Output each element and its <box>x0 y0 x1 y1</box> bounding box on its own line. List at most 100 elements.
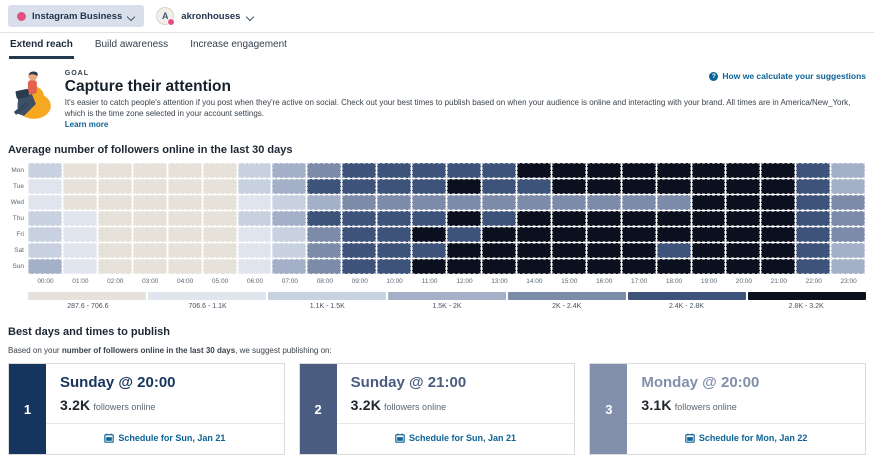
heatmap-cell[interactable] <box>621 195 656 211</box>
heatmap-cell[interactable] <box>412 243 447 259</box>
heatmap-cell[interactable] <box>202 179 237 195</box>
heatmap-cell[interactable] <box>516 179 551 195</box>
heatmap-cell[interactable] <box>551 179 586 195</box>
heatmap-cell[interactable] <box>516 227 551 243</box>
heatmap-cell[interactable] <box>342 179 377 195</box>
heatmap-cell[interactable] <box>691 243 726 259</box>
heatmap-cell[interactable] <box>342 259 377 275</box>
heatmap-cell[interactable] <box>412 227 447 243</box>
heatmap-cell[interactable] <box>132 163 167 179</box>
heatmap-cell[interactable] <box>307 243 342 259</box>
heatmap-cell[interactable] <box>167 195 202 211</box>
heatmap-cell[interactable] <box>447 195 481 211</box>
heatmap-cell[interactable] <box>377 243 412 259</box>
heatmap-cell[interactable] <box>761 227 796 243</box>
heatmap-cell[interactable] <box>412 211 447 227</box>
heatmap-cell[interactable] <box>691 195 726 211</box>
heatmap-cell[interactable] <box>447 163 481 179</box>
heatmap-cell[interactable] <box>272 195 307 211</box>
heatmap-cell[interactable] <box>656 227 691 243</box>
heatmap-cell[interactable] <box>132 179 167 195</box>
heatmap-cell[interactable] <box>831 211 866 227</box>
heatmap-cell[interactable] <box>447 179 481 195</box>
heatmap-cell[interactable] <box>97 243 132 259</box>
heatmap-cell[interactable] <box>412 195 447 211</box>
heatmap-cell[interactable] <box>307 195 342 211</box>
heatmap-cell[interactable] <box>237 163 272 179</box>
heatmap-cell[interactable] <box>726 259 761 275</box>
heatmap-cell[interactable] <box>586 195 621 211</box>
heatmap-cell[interactable] <box>132 227 167 243</box>
heatmap-cell[interactable] <box>761 259 796 275</box>
schedule-link[interactable]: Schedule for Sun, Jan 21 <box>395 433 516 443</box>
heatmap-cell[interactable] <box>796 179 831 195</box>
heatmap-cell[interactable] <box>62 259 97 275</box>
heatmap-cell[interactable] <box>481 243 516 259</box>
heatmap-cell[interactable] <box>62 227 97 243</box>
heatmap-cell[interactable] <box>621 179 656 195</box>
heatmap-cell[interactable] <box>586 211 621 227</box>
heatmap-cell[interactable] <box>621 163 656 179</box>
heatmap-cell[interactable] <box>342 227 377 243</box>
heatmap-cell[interactable] <box>272 243 307 259</box>
heatmap-cell[interactable] <box>656 195 691 211</box>
heatmap-cell[interactable] <box>516 195 551 211</box>
heatmap-cell[interactable] <box>28 259 62 275</box>
schedule-link[interactable]: Schedule for Sun, Jan 21 <box>104 433 225 443</box>
heatmap-cell[interactable] <box>272 211 307 227</box>
account-selector[interactable]: A akronhouses <box>156 7 254 26</box>
heatmap-cell[interactable] <box>516 243 551 259</box>
heatmap-cell[interactable] <box>726 195 761 211</box>
heatmap-cell[interactable] <box>307 259 342 275</box>
heatmap-cell[interactable] <box>202 211 237 227</box>
heatmap-cell[interactable] <box>62 211 97 227</box>
heatmap-cell[interactable] <box>237 259 272 275</box>
heatmap-cell[interactable] <box>237 195 272 211</box>
heatmap-cell[interactable] <box>656 259 691 275</box>
heatmap-cell[interactable] <box>447 259 481 275</box>
heatmap-cell[interactable] <box>307 211 342 227</box>
heatmap-cell[interactable] <box>481 227 516 243</box>
heatmap-cell[interactable] <box>481 179 516 195</box>
heatmap-cell[interactable] <box>202 243 237 259</box>
heatmap-cell[interactable] <box>202 227 237 243</box>
heatmap-cell[interactable] <box>97 163 132 179</box>
heatmap-cell[interactable] <box>132 243 167 259</box>
heatmap-cell[interactable] <box>342 211 377 227</box>
heatmap-cell[interactable] <box>656 179 691 195</box>
heatmap-cell[interactable] <box>97 179 132 195</box>
heatmap-cell[interactable] <box>62 195 97 211</box>
heatmap-cell[interactable] <box>28 179 62 195</box>
heatmap-cell[interactable] <box>831 227 866 243</box>
schedule-link[interactable]: Schedule for Mon, Jan 22 <box>685 433 807 443</box>
heatmap-cell[interactable] <box>342 195 377 211</box>
heatmap-cell[interactable] <box>481 211 516 227</box>
heatmap-cell[interactable] <box>237 211 272 227</box>
heatmap-cell[interactable] <box>796 243 831 259</box>
heatmap-cell[interactable] <box>796 163 831 179</box>
heatmap-cell[interactable] <box>28 211 62 227</box>
heatmap-cell[interactable] <box>831 163 866 179</box>
heatmap-cell[interactable] <box>586 243 621 259</box>
heatmap-cell[interactable] <box>342 163 377 179</box>
heatmap-cell[interactable] <box>691 259 726 275</box>
how-we-calculate-link[interactable]: ? How we calculate your suggestions <box>709 71 866 81</box>
heatmap-cell[interactable] <box>167 243 202 259</box>
heatmap-cell[interactable] <box>237 179 272 195</box>
heatmap-cell[interactable] <box>656 211 691 227</box>
heatmap-cell[interactable] <box>377 227 412 243</box>
heatmap-cell[interactable] <box>761 195 796 211</box>
heatmap-cell[interactable] <box>516 211 551 227</box>
heatmap-cell[interactable] <box>202 163 237 179</box>
heatmap-cell[interactable] <box>761 179 796 195</box>
tab-extend-reach[interactable]: Extend reach <box>9 33 74 59</box>
heatmap-cell[interactable] <box>377 211 412 227</box>
heatmap-cell[interactable] <box>726 243 761 259</box>
heatmap-cell[interactable] <box>202 259 237 275</box>
heatmap-cell[interactable] <box>726 211 761 227</box>
heatmap-cell[interactable] <box>831 259 866 275</box>
heatmap-cell[interactable] <box>237 227 272 243</box>
heatmap-cell[interactable] <box>586 163 621 179</box>
heatmap-cell[interactable] <box>97 259 132 275</box>
heatmap-cell[interactable] <box>726 163 761 179</box>
